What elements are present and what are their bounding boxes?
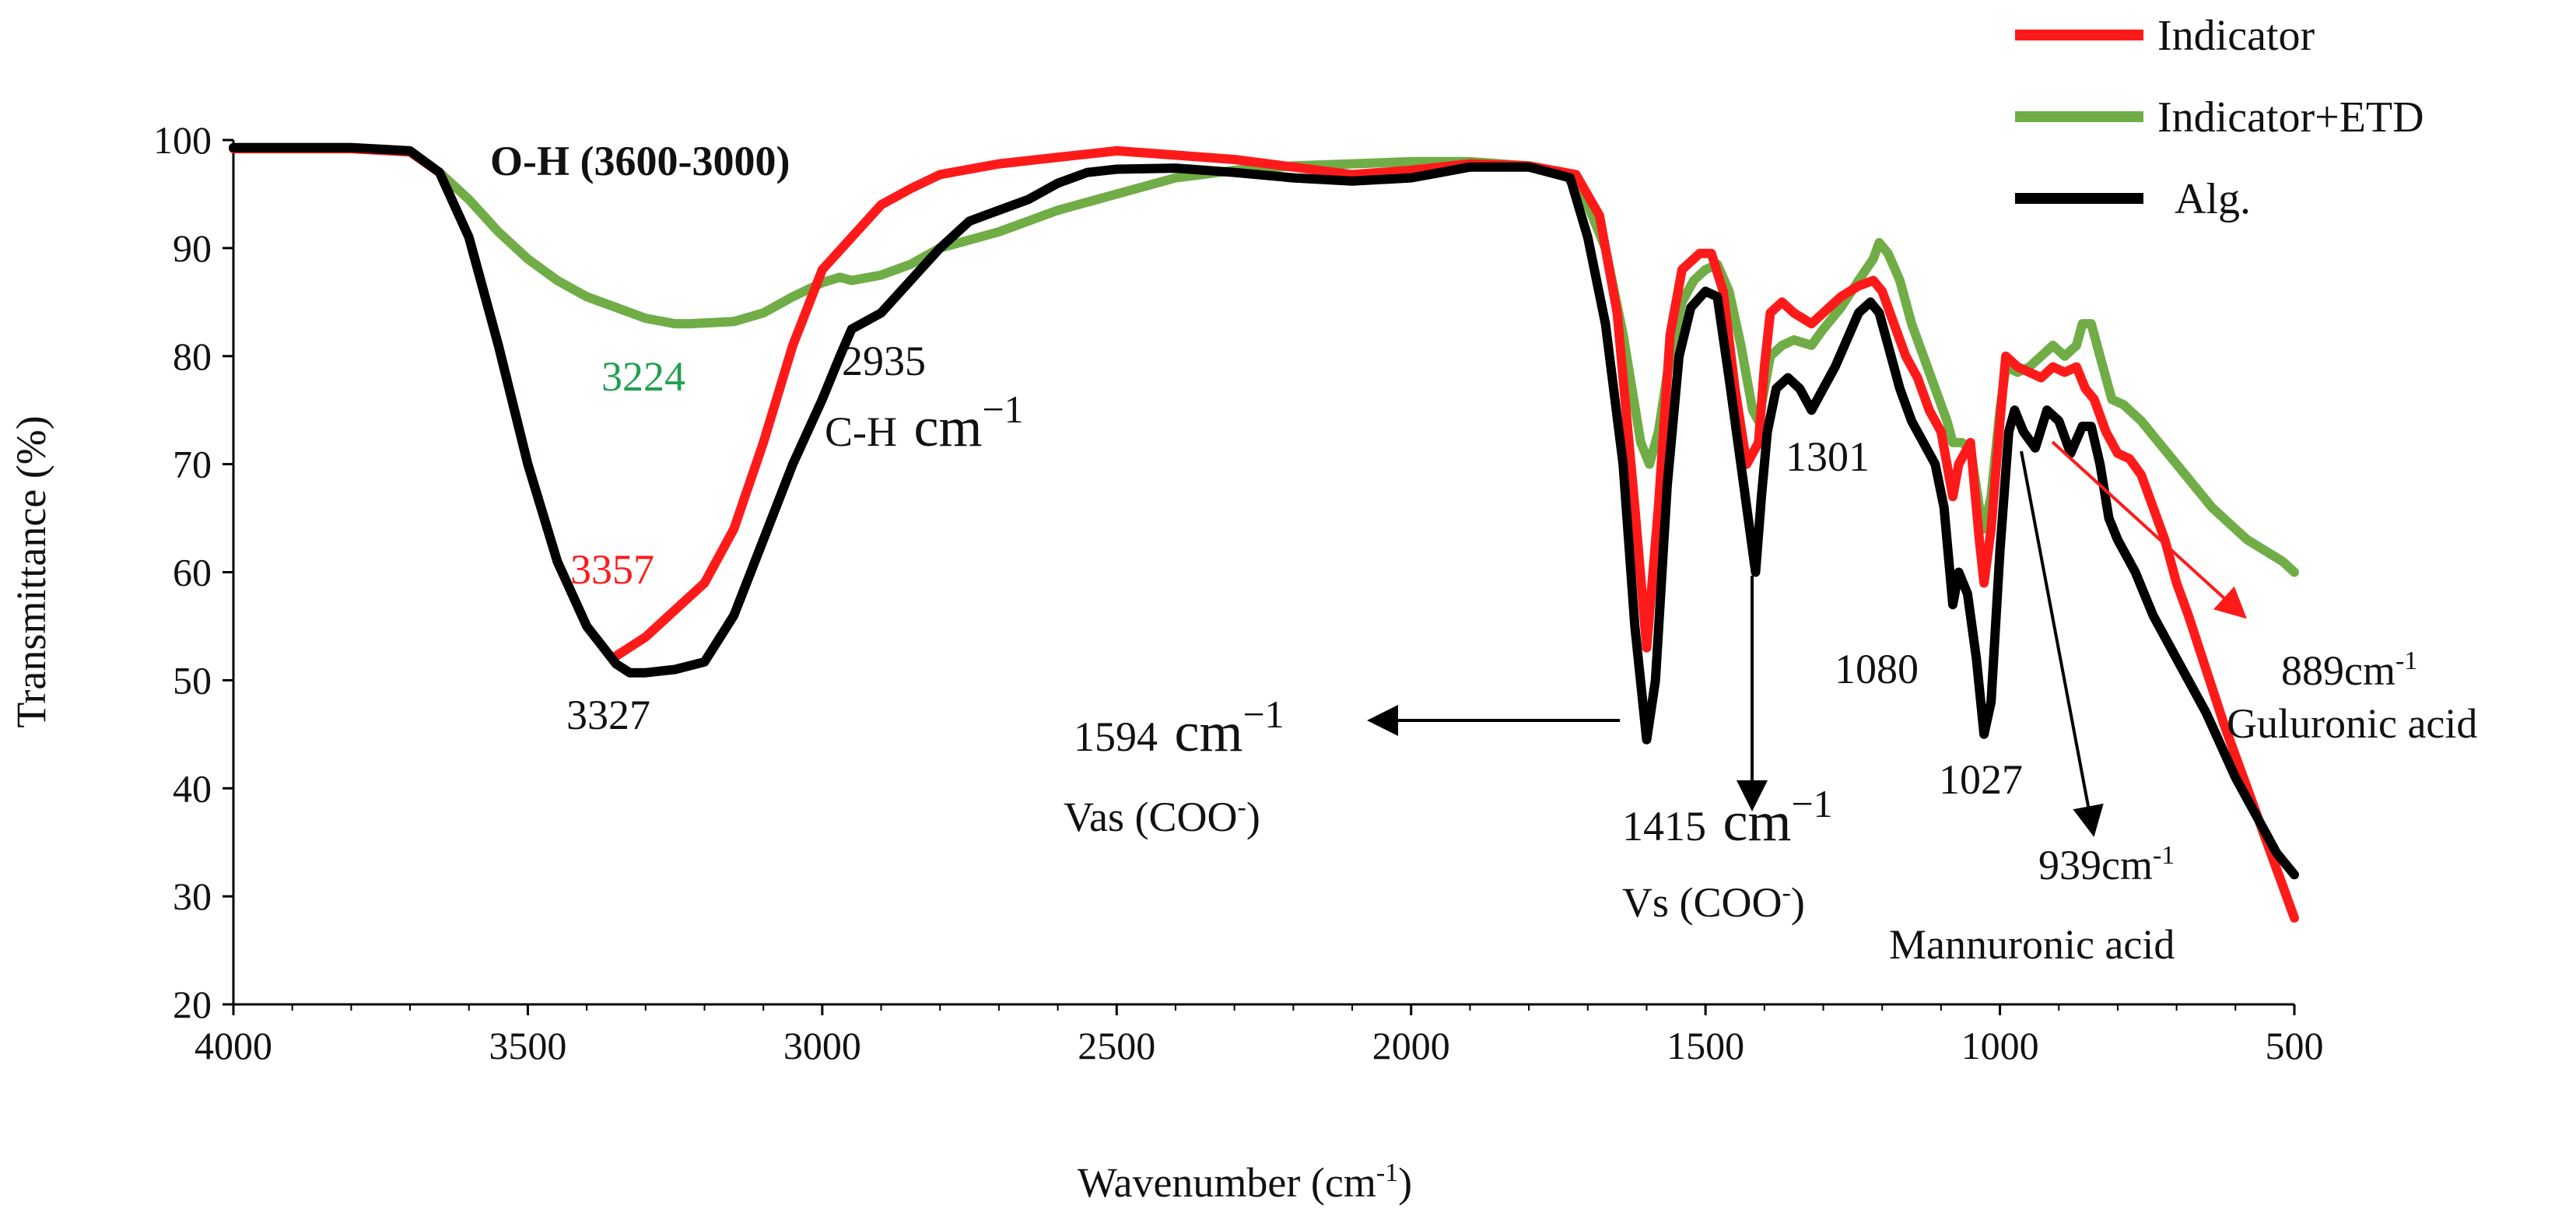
annot-1301: 1301 (1786, 433, 1870, 480)
annot-ch-exp: −1 (982, 387, 1023, 431)
annot-ch: C-H cm−1 (825, 387, 1024, 458)
annot-vs-close: ) (1791, 879, 1805, 926)
x-tick-label-1000: 1000 (1961, 1024, 2039, 1067)
annot-ch-cm: cm (914, 396, 983, 458)
annot-vas-close: ) (1246, 794, 1260, 840)
annot-vas-sup: - (1238, 793, 1246, 822)
x-axis-title: Wavenumber (cm-1) (1078, 1158, 1412, 1206)
annot-889: 889cm-1 (2281, 647, 2417, 694)
x-tick-label-3500: 3500 (489, 1024, 566, 1067)
annot-1594-cm: cm (1175, 701, 1243, 763)
x-tick-label-500: 500 (2266, 1024, 2324, 1067)
annot-889-value: 889cm (2281, 647, 2396, 694)
x-tick-label-1500: 1500 (1667, 1024, 1744, 1067)
annot-ch-label: C-H (825, 408, 897, 455)
annot-889-sup: -1 (2396, 647, 2417, 675)
x-axis-title-sup: -1 (1376, 1158, 1398, 1187)
annot-vas-label: Vas (COO (1064, 794, 1238, 840)
annot-1415: 1415 cm−1 (1622, 782, 1833, 853)
annot-mannuronic: Mannuronic acid (1889, 921, 2175, 968)
x-tick-label-3000: 3000 (783, 1024, 861, 1067)
legend-label-alg: Alg. (2175, 175, 2251, 223)
annot-vs-sup: - (1782, 878, 1791, 907)
annot-oh-band: O-H (3600-3000) (490, 138, 790, 184)
legend: Indicator Indicator+ETD Alg. (2015, 12, 2424, 223)
y-tick-label-30: 30 (173, 874, 212, 918)
axis-ticks: 4000 3500 3000 2500 2000 1500 1000 500 20 30 40 50 6… (153, 118, 2324, 1067)
x-tick-label-2500: 2500 (1078, 1024, 1155, 1067)
y-axis-title: Transmittance (%) (8, 415, 54, 727)
x-axis-title-close: ) (1398, 1159, 1412, 1206)
series-layer (229, 142, 2299, 923)
annot-3327: 3327 (566, 692, 650, 738)
y-tick-label-90: 90 (173, 226, 212, 270)
annot-1594: 1594 cm−1 (1074, 692, 1284, 763)
arrow-889 (2051, 440, 2247, 619)
y-tick-label-50: 50 (173, 658, 212, 702)
annot-1415-value: 1415 (1622, 803, 1706, 850)
annot-2935: 2935 (842, 338, 926, 384)
series-line-indicator-etd (229, 142, 2299, 577)
y-tick-label-40: 40 (173, 766, 212, 810)
annot-939-sup: -1 (2153, 841, 2175, 870)
annot-1415-cm: cm (1723, 790, 1792, 853)
annot-1080: 1080 (1835, 646, 1919, 692)
annot-1415-exp: −1 (1791, 782, 1832, 825)
series-line-alg (229, 142, 2299, 880)
annot-1594-exp: −1 (1242, 692, 1284, 736)
annot-3224: 3224 (601, 353, 685, 400)
legend-label-indicator: Indicator (2157, 12, 2315, 60)
series-line-indicator (229, 144, 2299, 923)
annotations: O-H (3600-3000) 3224 2935 C-H cm−1 3357 … (490, 138, 2477, 968)
x-axis-title-main: Wavenumber (cm (1078, 1159, 1376, 1206)
y-tick-label-70: 70 (173, 443, 212, 486)
annot-vs-label: Vs (COO (1622, 879, 1782, 926)
y-tick-label-80: 80 (173, 335, 212, 378)
x-tick-label-4000: 4000 (195, 1024, 272, 1067)
annot-3357: 3357 (570, 546, 654, 593)
annot-vas: Vas (COO-) (1064, 793, 1260, 840)
x-tick-label-2000: 2000 (1372, 1024, 1450, 1067)
y-tick-label-20: 20 (173, 983, 212, 1026)
arrow-939 (2020, 450, 2104, 837)
annot-939: 939cm-1 (2038, 841, 2175, 888)
annot-vs: Vs (COO-) (1622, 878, 1805, 926)
annot-1027: 1027 (1939, 756, 2023, 803)
y-tick-label-100: 100 (153, 118, 212, 162)
y-tick-label-60: 60 (173, 551, 212, 594)
annot-939-value: 939cm (2038, 842, 2153, 888)
annot-1594-value: 1594 (1074, 713, 1158, 760)
annot-guluronic: Guluronic acid (2227, 700, 2477, 747)
legend-label-indicator-etd: Indicator+ETD (2157, 93, 2424, 142)
plot-area: 4000 3500 3000 2500 2000 1500 1000 500 20 30 40 50 6… (153, 118, 2324, 1067)
